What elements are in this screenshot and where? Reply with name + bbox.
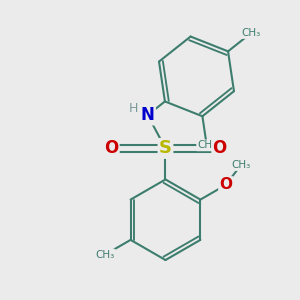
Text: O: O — [104, 140, 118, 158]
Text: O: O — [213, 140, 227, 158]
Text: CH₃: CH₃ — [95, 250, 115, 260]
Text: CH₃: CH₃ — [242, 28, 261, 38]
Text: O: O — [219, 177, 232, 192]
Text: N: N — [141, 106, 154, 124]
Text: CH₃: CH₃ — [197, 140, 216, 150]
Text: CH₃: CH₃ — [231, 160, 250, 170]
Text: H: H — [129, 102, 138, 116]
Text: S: S — [159, 140, 172, 158]
